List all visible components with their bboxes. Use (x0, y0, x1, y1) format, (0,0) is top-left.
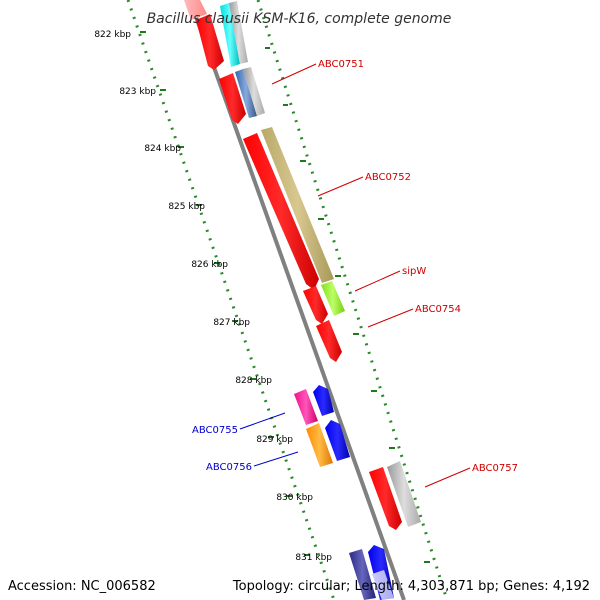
tick-label: 831 kbp (295, 553, 332, 563)
gene-red-feature-long[interactable] (243, 133, 319, 290)
gene-pink-feature[interactable] (184, 0, 207, 20)
label-leaders (239, 63, 471, 488)
outer-tick-ring (256, 0, 449, 600)
tick-label: 826 kbp (191, 260, 228, 270)
forward-strand-genes (220, 1, 421, 600)
reverse-strand-genes (184, 0, 402, 600)
map-title: Bacillus clausii KSM-K16, complete genom… (147, 11, 452, 27)
genome-summary-text: Topology: circular; Length: 4,303,871 bp… (232, 579, 590, 594)
tick-label: 824 kbp (144, 144, 181, 154)
gene-navy-feature[interactable] (349, 549, 376, 600)
tick-label: 830 kbp (276, 493, 313, 503)
tick-label: 823 kbp (119, 87, 156, 97)
gene-label-abc0751[interactable]: ABC0751 (318, 59, 364, 70)
tick-label: 822 kbp (94, 30, 131, 40)
gene-abc0752[interactable] (261, 127, 334, 283)
gene-abc0756-neighbor[interactable] (325, 420, 350, 461)
gene-label-abc0755[interactable]: ABC0755 (192, 425, 238, 436)
tick-label: 825 kbp (168, 202, 205, 212)
gene-label-sipw[interactable]: sipW (402, 266, 426, 277)
gene-label-abc0752[interactable]: ABC0752 (365, 172, 411, 183)
gene-red-feature[interactable] (316, 320, 342, 362)
gene-label-abc0754[interactable]: ABC0754 (415, 304, 461, 315)
gene-abc0756[interactable] (306, 423, 333, 467)
gene-red-feature[interactable] (369, 467, 402, 530)
inner-major-ticks (140, 31, 310, 556)
gene-label-abc0757[interactable]: ABC0757 (472, 463, 518, 474)
tick-label: 828 kbp (235, 376, 272, 386)
gene-sipw[interactable] (321, 281, 345, 316)
tick-label: 827 kbp (213, 318, 250, 328)
gene-gray-feature[interactable] (229, 1, 248, 64)
gene-abc0751[interactable] (219, 73, 246, 124)
gene-abc0757[interactable] (387, 461, 421, 527)
gene-abc0755[interactable] (294, 389, 318, 425)
tick-label: 829 kbp (256, 435, 293, 445)
gene-red-feature[interactable] (196, 14, 224, 70)
gene-cyan-feature[interactable] (220, 3, 240, 67)
backbone (188, 0, 406, 600)
gene-abc0754[interactable] (303, 286, 328, 324)
gene-lavender-feature[interactable] (372, 570, 394, 600)
gene-abc0755-neighbor[interactable] (313, 385, 334, 416)
gene-gray-feature[interactable] (243, 67, 265, 116)
accession-text: Accession: NC_006582 (8, 579, 156, 594)
gene-label-abc0756[interactable]: ABC0756 (206, 462, 252, 473)
gene-steel-feature[interactable] (235, 69, 257, 118)
